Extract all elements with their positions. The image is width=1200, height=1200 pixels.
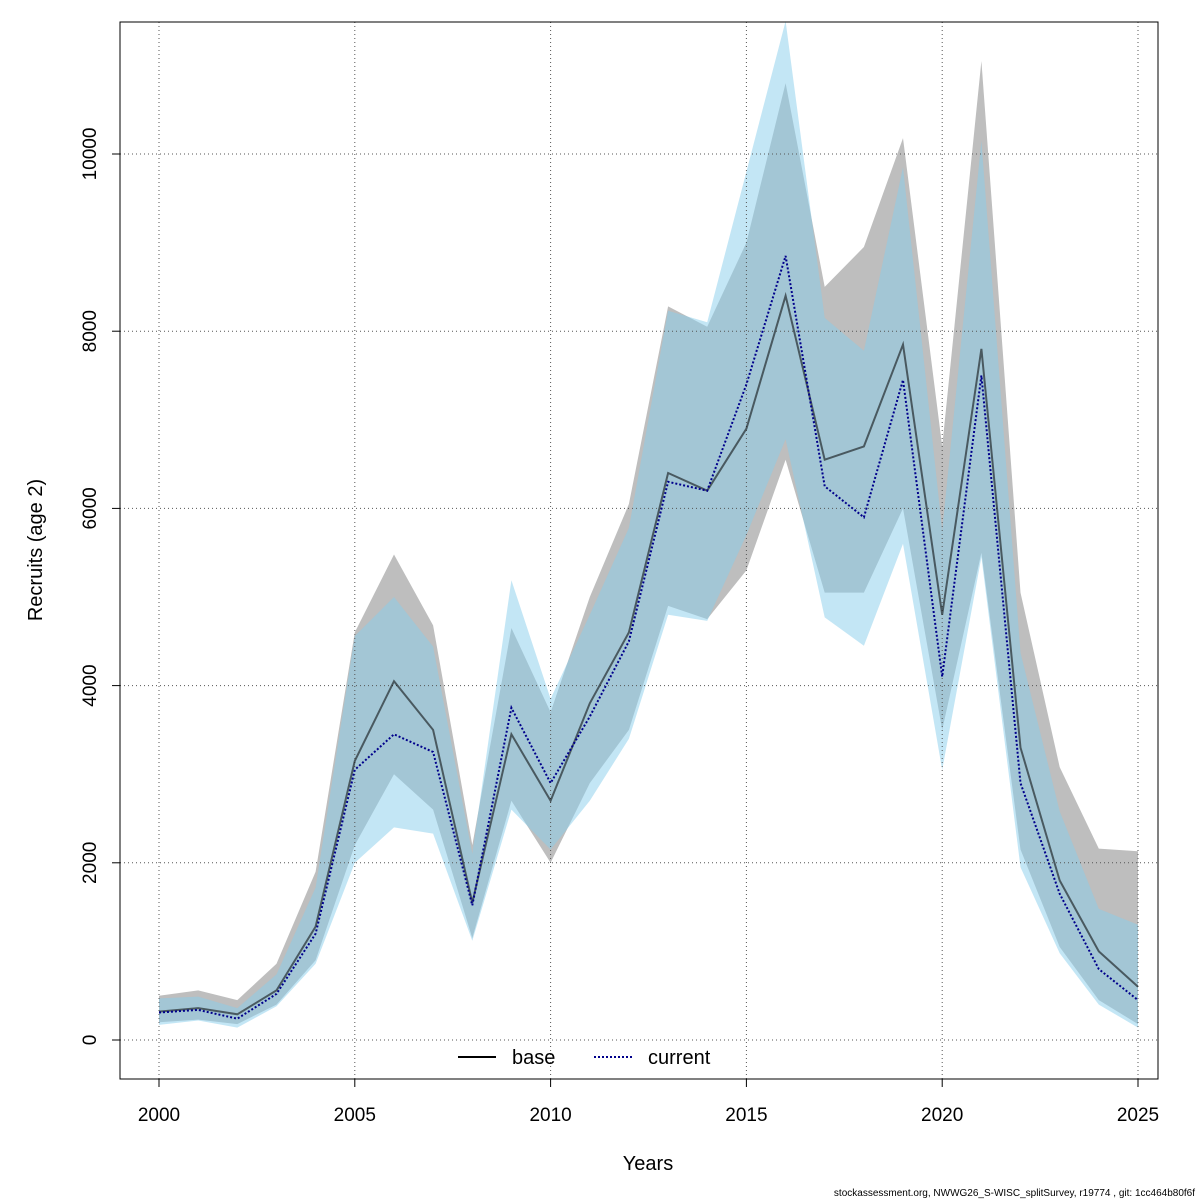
footer-credit: stockassessment.org, NWWG26_S-WISC_split… [834,1188,1195,1199]
x-axis-title: Years [623,1153,673,1175]
x-tick-label-2015: 2015 [725,1105,767,1126]
y-axis-title: Recruits (age 2) [25,479,47,621]
x-tick-label-2005: 2005 [334,1105,376,1126]
legend-base-label: base [512,1047,555,1069]
legend: base current [458,1047,711,1069]
x-tick-label-2025: 2025 [1117,1105,1159,1126]
line-base [158,291,1139,1016]
legend-current-label: current [648,1047,711,1069]
y-tick-label-0: 0 [80,1035,101,1046]
x-axis: 2000 2005 2010 2015 2020 2025 [138,1078,1159,1126]
x-tick-label-2010: 2010 [529,1105,571,1126]
y-axis: 0 2000 4000 6000 8000 10000 [80,128,121,1046]
grid-lines [120,22,1158,1079]
band-current [159,21,1138,1028]
series-lines [158,255,1139,1020]
y-tick-label-8000: 8000 [80,310,101,352]
line-current [158,255,1139,1020]
confidence-bands [159,21,1138,1028]
y-tick-label-10000: 10000 [80,128,101,181]
x-tick-label-2020: 2020 [921,1105,963,1126]
y-tick-label-6000: 6000 [80,487,101,529]
x-tick-label-2000: 2000 [138,1105,180,1126]
y-tick-label-2000: 2000 [80,842,101,884]
y-tick-label-4000: 4000 [80,664,101,706]
